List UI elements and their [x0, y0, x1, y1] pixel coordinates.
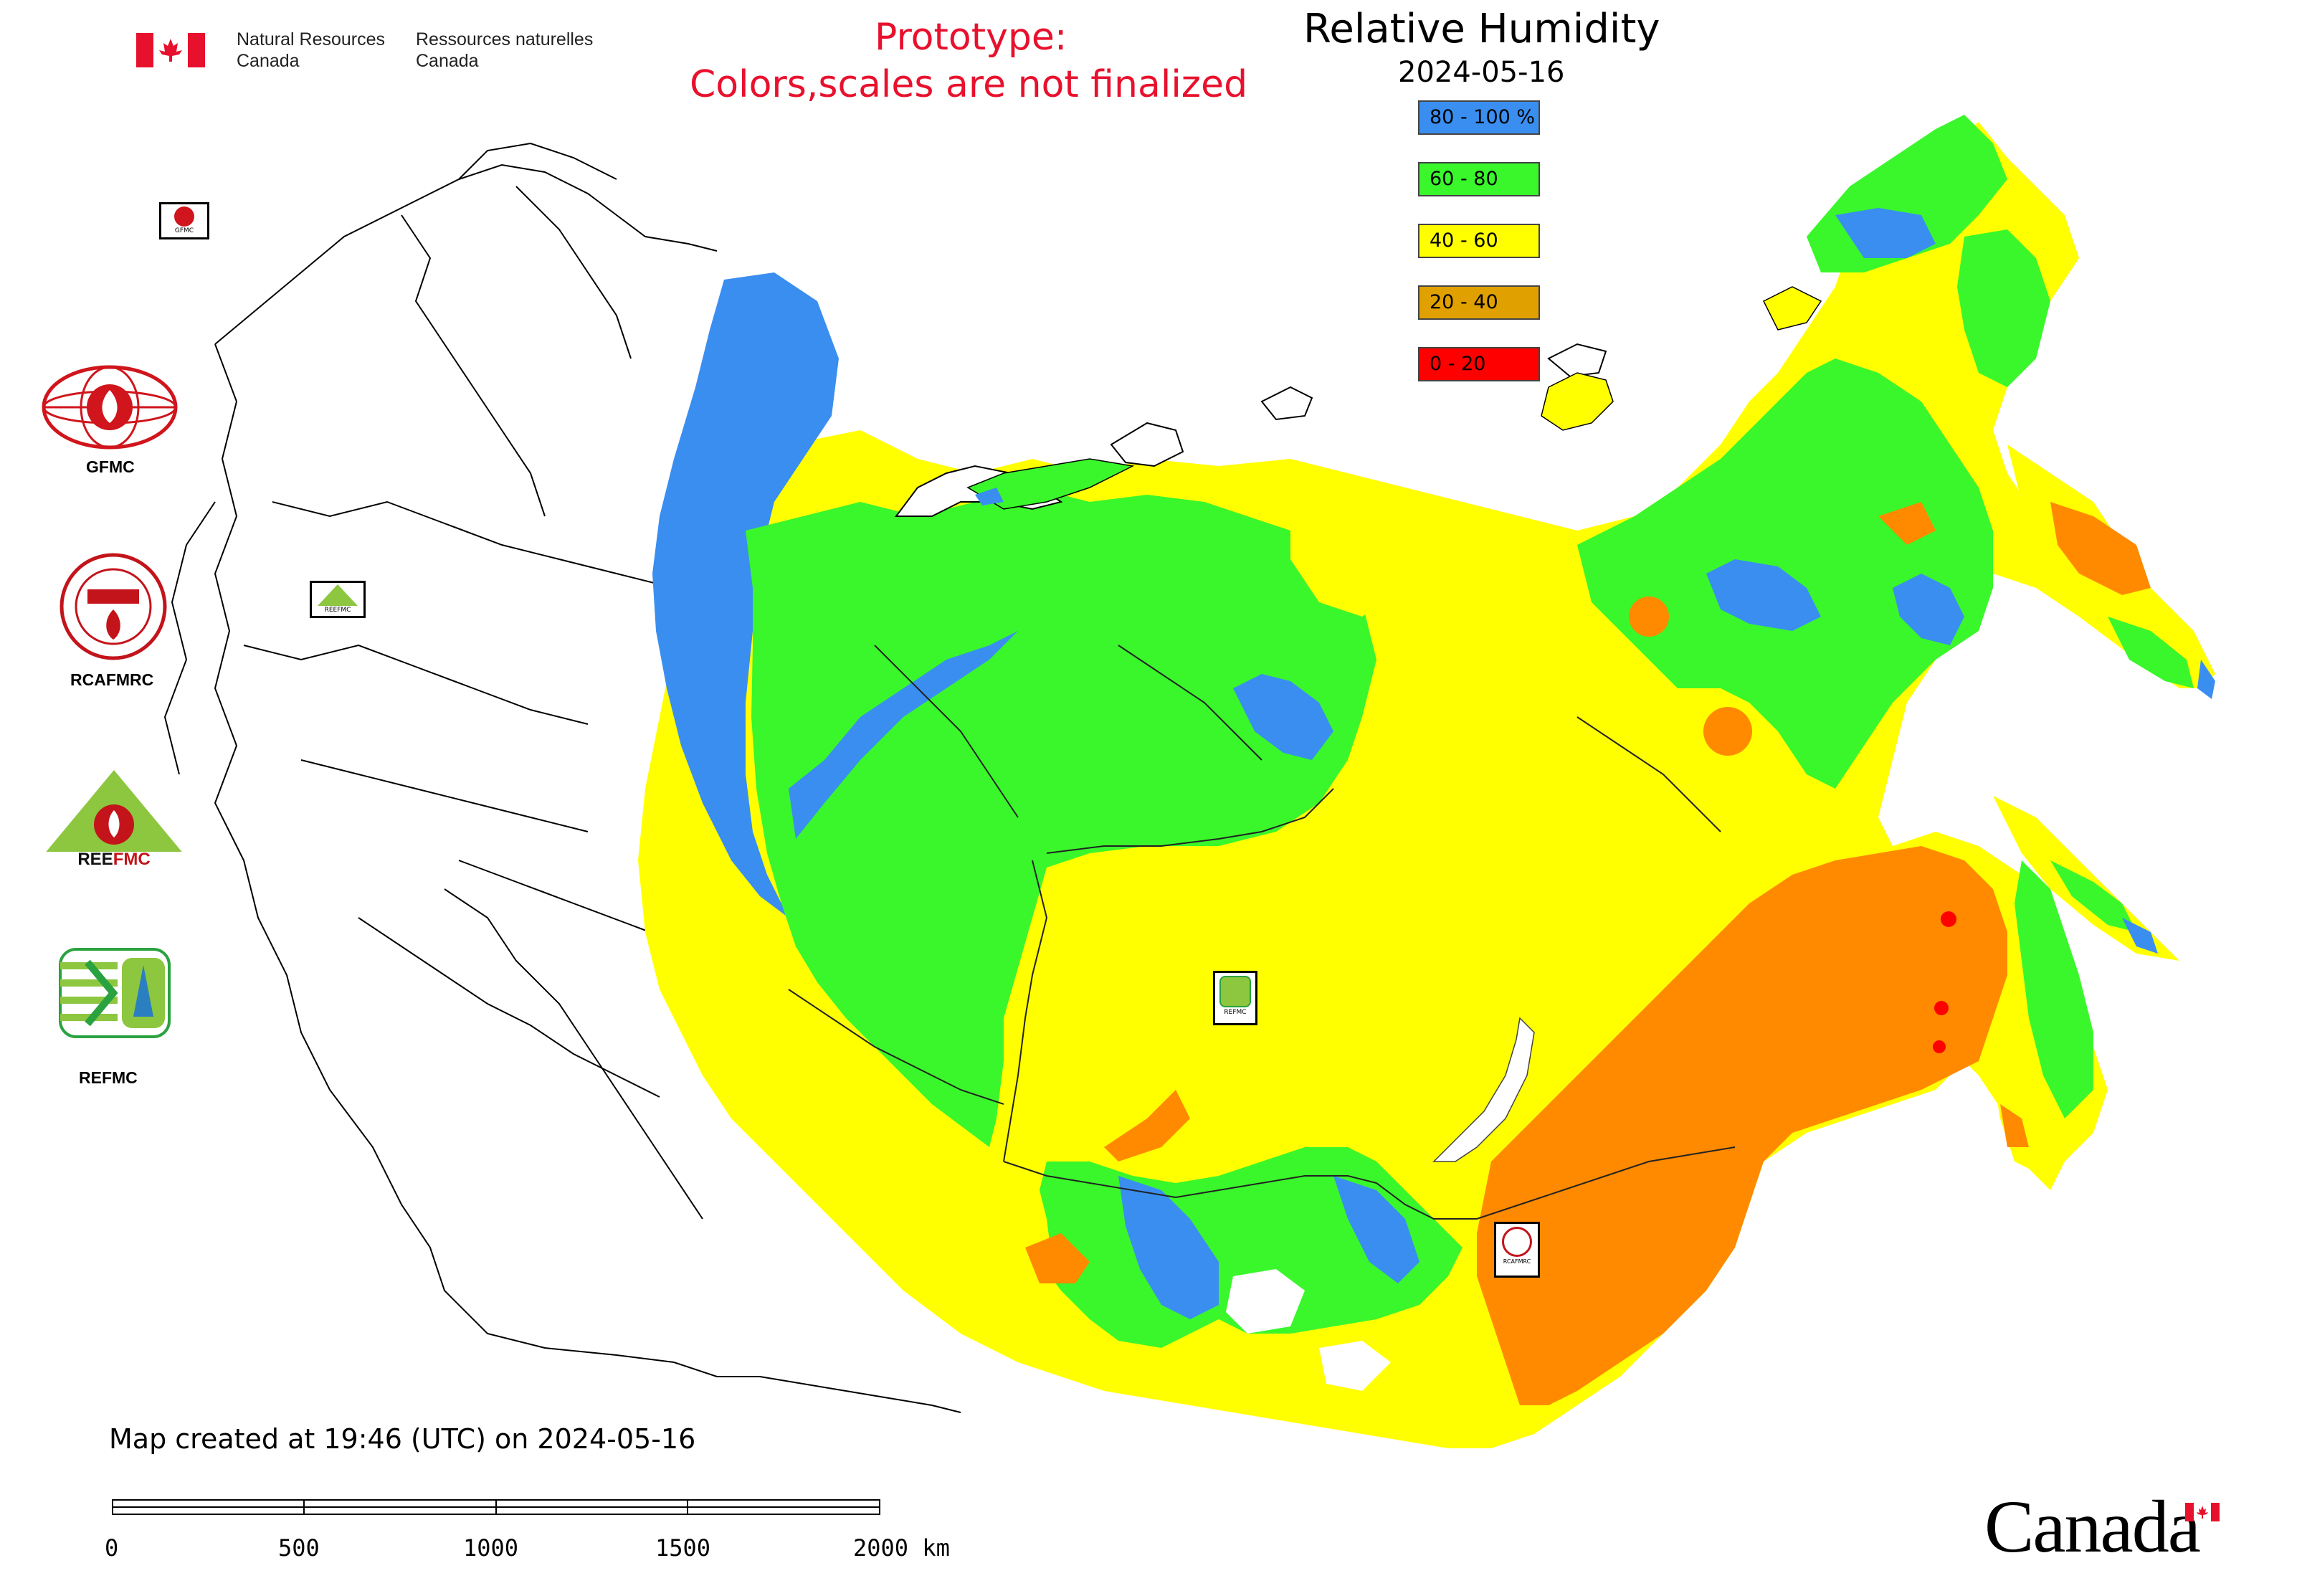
map-boundaries-west: [163, 142, 961, 1413]
rcafmrc-logo-icon: [60, 553, 167, 660]
canada-flag-icon: [136, 33, 205, 67]
map-date: 2024-05-16: [1398, 56, 1565, 89]
agency-name-en: Natural Resources Canada: [237, 29, 386, 71]
humidity-field: [638, 115, 2215, 1448]
refmc-logo-icon: [59, 948, 171, 1038]
zone-very-humid-west: [652, 272, 839, 918]
prototype-notice-line1: Prototype:: [875, 16, 1067, 59]
lake-baikal: [1432, 1017, 1535, 1162]
hotspot-very-dry: [1934, 1001, 1949, 1015]
scale-tick-label: 500: [278, 1534, 320, 1562]
map-marker-reefmc: REEFMC: [310, 581, 366, 618]
prototype-notice-line2: Colors,scales are not finalized: [690, 63, 1248, 106]
map-marker-gfmc: GFMC: [159, 202, 209, 239]
map-marker-refmc: REFMC: [1213, 971, 1257, 1025]
zone-dry-southeast: [1477, 846, 2007, 1405]
logo-label: RCAFMRC: [70, 670, 154, 689]
scale-tick-label: 0: [105, 1534, 119, 1562]
map-boundaries-east: [788, 645, 1736, 1220]
legend-item: 0 - 20: [1418, 347, 1540, 381]
svg-text:REEFMC: REEFMC: [77, 850, 150, 869]
scale-tick-label: 1000: [463, 1534, 519, 1562]
logo-label: GFMC: [86, 457, 135, 476]
legend-item: 20 - 40: [1418, 285, 1540, 320]
hotspot-very-dry: [1933, 1040, 1946, 1053]
scale-tick-label: 1500: [655, 1534, 711, 1562]
legend-item: 40 - 60: [1418, 224, 1540, 258]
legend-item: 80 - 100 %: [1418, 100, 1540, 135]
legend-item: 60 - 80: [1418, 162, 1540, 196]
map-marker-rcafmrc: RCAFMRC: [1494, 1222, 1540, 1278]
scale-bar: [112, 1499, 880, 1515]
map-creation-note: Map created at 19:46 (UTC) on 2024-05-16: [109, 1423, 696, 1455]
canada-wordmark: Canada: [1984, 1486, 2201, 1568]
scale-tick-label: 2000 km: [853, 1534, 950, 1562]
map-title: Relative Humidity: [1303, 6, 1660, 52]
hotspot-very-dry: [1941, 911, 1956, 927]
zone-humid-west: [746, 488, 1376, 1147]
canada-wordmark-flag-icon: [2185, 1503, 2220, 1521]
gfmc-logo-icon: [42, 365, 178, 450]
agency-name-fr: Ressources naturelles Canada: [416, 29, 594, 71]
logo-label: REFMC: [79, 1068, 138, 1087]
reefmc-logo-icon: REEFMC: [40, 770, 188, 869]
